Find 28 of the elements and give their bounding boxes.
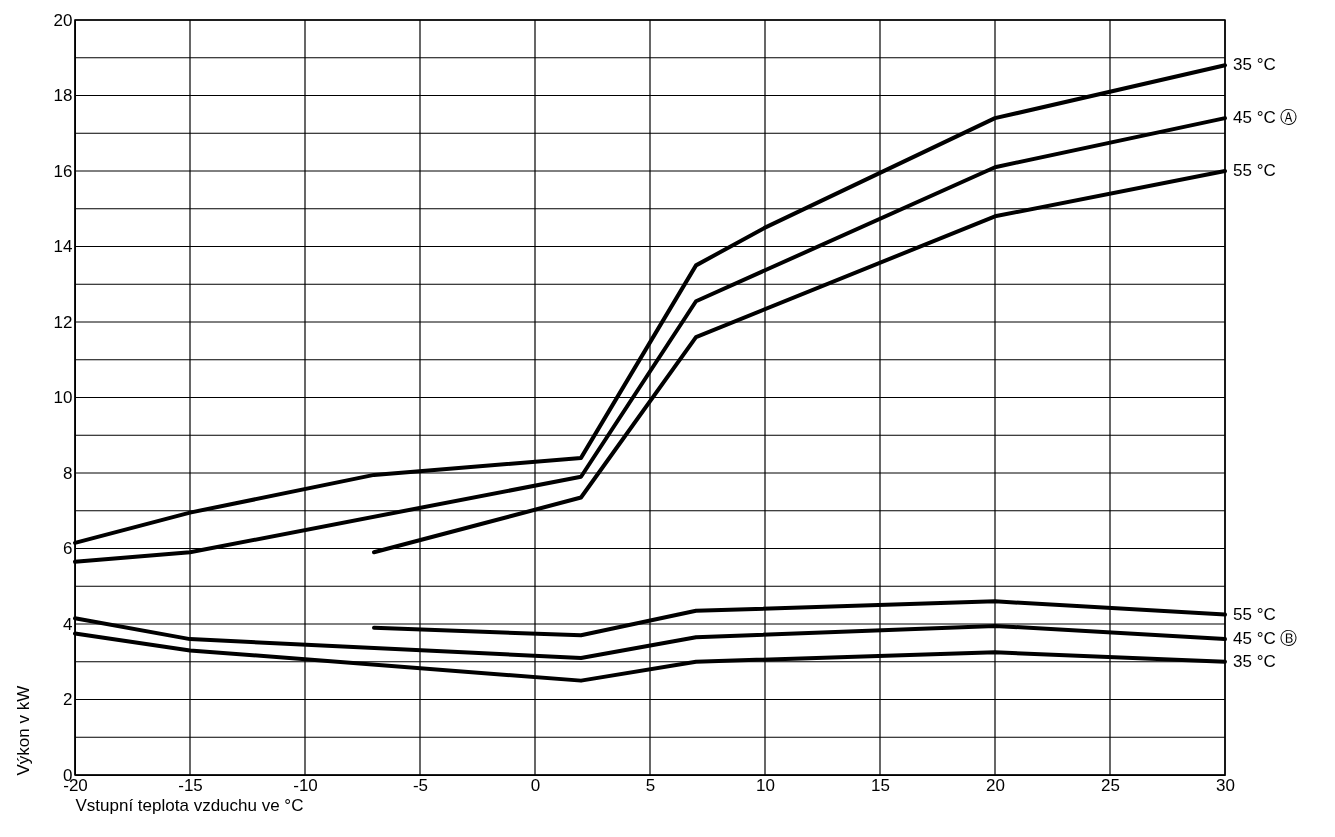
x-tick-label: 25: [1101, 775, 1120, 795]
x-axis-title: Vstupní teplota vzduchu ve °C: [75, 795, 304, 815]
series-label: 35 °C: [1233, 651, 1276, 671]
y-tick-label: 4: [63, 614, 73, 634]
y-tick-label: 20: [53, 10, 73, 30]
x-tick-label: 10: [756, 775, 775, 795]
y-axis-title: Výkon v kW: [13, 685, 33, 776]
x-tick-label: -5: [412, 775, 429, 795]
x-tick-label: -10: [293, 775, 318, 795]
y-tick-label: 2: [63, 690, 73, 709]
y-tick-label: 6: [63, 539, 73, 558]
series-label: 55 °C: [1233, 604, 1276, 624]
x-tick-label: 30: [1216, 775, 1235, 795]
y-tick-label: 14: [53, 237, 73, 256]
x-tick-label: 20: [986, 775, 1005, 795]
series-label: 45 °C Ⓑ: [1233, 629, 1298, 649]
x-tick-label: 15: [871, 775, 890, 795]
y-tick-label: 18: [53, 86, 73, 105]
y-tick-label: 12: [53, 312, 73, 332]
series-label: 45 °C Ⓐ: [1233, 108, 1298, 128]
y-tick-label: 16: [53, 161, 73, 181]
x-tick-label: 0: [530, 775, 541, 795]
y-tick-label: 10: [53, 388, 73, 407]
x-tick-label: 5: [645, 775, 656, 795]
series-label: 35 °C: [1233, 55, 1276, 75]
x-tick-label: -15: [178, 775, 203, 795]
series-label: 55 °C: [1233, 161, 1276, 180]
y-tick-label: 8: [63, 463, 73, 483]
